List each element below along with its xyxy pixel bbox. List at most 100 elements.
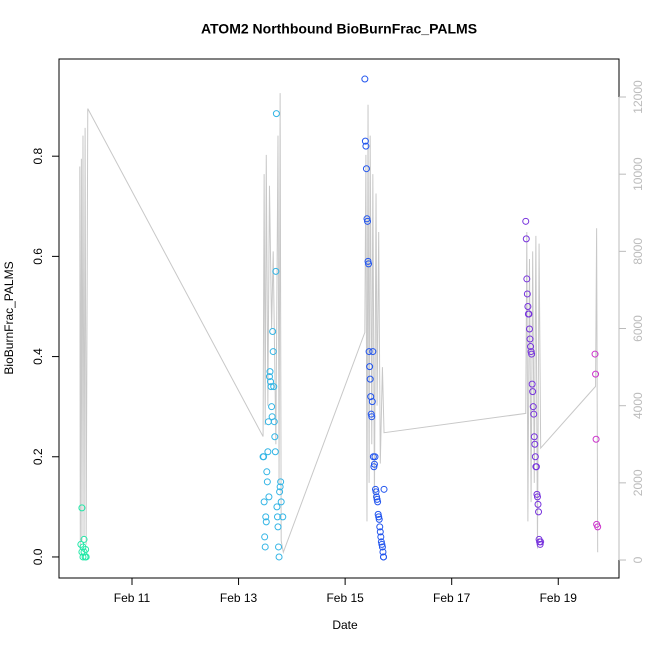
point xyxy=(264,448,272,456)
point xyxy=(375,515,383,523)
point xyxy=(374,510,382,518)
point xyxy=(268,403,276,411)
point xyxy=(374,498,382,506)
point xyxy=(376,523,384,531)
line-series xyxy=(79,93,599,555)
point xyxy=(260,498,268,506)
point xyxy=(366,363,374,371)
point xyxy=(535,508,543,516)
point xyxy=(369,348,377,356)
point xyxy=(592,370,600,378)
point xyxy=(367,410,375,418)
point xyxy=(529,388,537,396)
point xyxy=(277,478,285,486)
point xyxy=(260,453,268,461)
point xyxy=(262,513,270,521)
point xyxy=(364,257,372,265)
point xyxy=(276,488,284,496)
point xyxy=(78,504,86,512)
point xyxy=(378,543,386,551)
point xyxy=(523,275,531,283)
y2-tick-label: 10000 xyxy=(631,157,645,191)
point xyxy=(362,165,370,173)
point xyxy=(367,393,375,401)
point xyxy=(532,463,540,471)
point xyxy=(523,290,531,298)
point xyxy=(274,523,282,531)
point xyxy=(267,378,275,386)
point xyxy=(371,453,379,461)
point xyxy=(370,460,378,468)
point xyxy=(376,528,384,536)
point xyxy=(279,513,287,521)
y2-tick-label: 12000 xyxy=(631,80,645,114)
point xyxy=(363,215,371,223)
point xyxy=(80,535,88,543)
y-tick-label: 0.2 xyxy=(31,448,45,465)
point xyxy=(530,410,538,418)
point xyxy=(536,540,544,548)
point xyxy=(261,543,269,551)
y-axis-title: BioBurnFrac_PALMS xyxy=(2,261,16,374)
point xyxy=(79,553,87,561)
point xyxy=(269,328,277,336)
y-tick-label: 0.0 xyxy=(31,548,45,565)
point xyxy=(364,217,372,225)
point xyxy=(380,485,388,493)
point xyxy=(273,513,281,521)
point xyxy=(375,513,383,521)
x-tick-label: Feb 19 xyxy=(540,591,578,605)
y2-tick-label: 0 xyxy=(631,556,645,563)
point xyxy=(522,235,530,243)
point xyxy=(528,380,536,388)
point xyxy=(265,373,273,381)
y2-tick-label: 8000 xyxy=(631,238,645,265)
point xyxy=(368,398,376,406)
point xyxy=(377,533,385,541)
point xyxy=(533,490,541,498)
point xyxy=(527,348,535,356)
point xyxy=(270,418,278,426)
point xyxy=(270,383,278,391)
point xyxy=(370,463,378,471)
point xyxy=(365,260,373,268)
point xyxy=(525,310,533,318)
x-tick-label: Feb 13 xyxy=(220,591,258,605)
x-tick-label: Feb 17 xyxy=(433,591,471,605)
y2-tick-label: 6000 xyxy=(631,315,645,342)
point xyxy=(275,553,283,561)
point xyxy=(533,493,541,501)
point xyxy=(534,500,542,508)
x-tick-label: Feb 15 xyxy=(326,591,364,605)
point xyxy=(261,533,269,541)
point xyxy=(372,488,380,496)
point xyxy=(531,453,539,461)
x-axis-title: Date xyxy=(332,618,358,632)
point xyxy=(529,403,537,411)
point xyxy=(262,518,270,526)
point xyxy=(82,545,90,553)
point xyxy=(271,448,279,456)
point xyxy=(530,433,538,441)
y2-tick-label: 4000 xyxy=(631,392,645,419)
point xyxy=(377,538,385,546)
chart-title: ATOM2 Northbound BioBurnFrac_PALMS xyxy=(201,21,477,37)
point xyxy=(273,503,281,511)
point xyxy=(272,267,280,275)
point xyxy=(378,540,386,548)
point xyxy=(271,433,279,441)
point xyxy=(594,523,602,531)
point xyxy=(361,75,369,83)
point xyxy=(275,543,283,551)
point xyxy=(373,495,381,503)
point xyxy=(362,142,370,150)
point xyxy=(379,553,387,561)
point xyxy=(366,375,374,383)
point xyxy=(266,368,274,376)
y-tick-label: 0.4 xyxy=(31,348,45,365)
point xyxy=(361,137,369,145)
point xyxy=(277,498,285,506)
y-tick-label: 0.8 xyxy=(31,148,45,165)
point xyxy=(263,468,271,476)
